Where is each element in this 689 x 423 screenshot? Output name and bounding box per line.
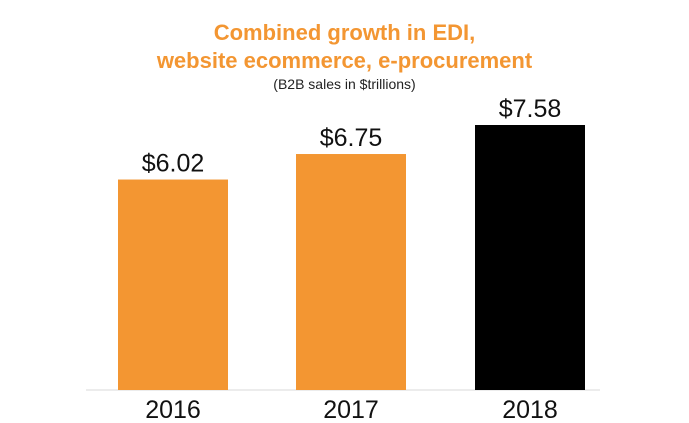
chart-subtitle: (B2B sales in $trillions) — [273, 76, 416, 92]
category-label-2016: 2016 — [145, 396, 201, 423]
value-label-2017: $6.75 — [320, 124, 383, 152]
category-label-2018: 2018 — [502, 396, 558, 423]
value-label-2016: $6.02 — [142, 150, 205, 178]
bar-2018 — [475, 125, 585, 390]
chart-title-line-1: Combined growth in EDI, — [213, 20, 476, 45]
value-label-2018: $7.58 — [499, 95, 562, 123]
chart-title-line-2: website ecommerce, e-procurement — [156, 48, 533, 73]
bar-2017 — [296, 154, 406, 390]
bar-2016 — [118, 179, 228, 390]
category-label-2017: 2017 — [323, 396, 379, 423]
